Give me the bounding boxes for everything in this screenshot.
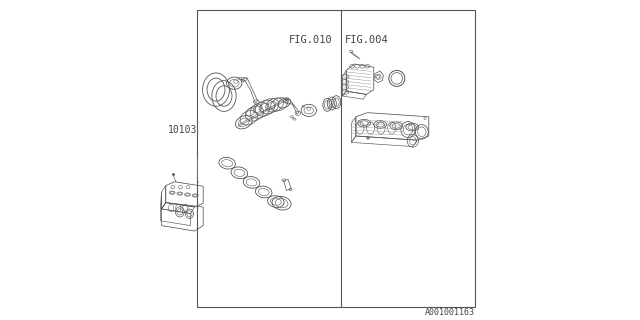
Text: FIG.010: FIG.010 [289,35,333,45]
Bar [197,10,475,307]
Text: A001001163: A001001163 [425,308,475,317]
Text: FIG.004: FIG.004 [345,35,388,45]
Text: 10103: 10103 [168,124,197,135]
